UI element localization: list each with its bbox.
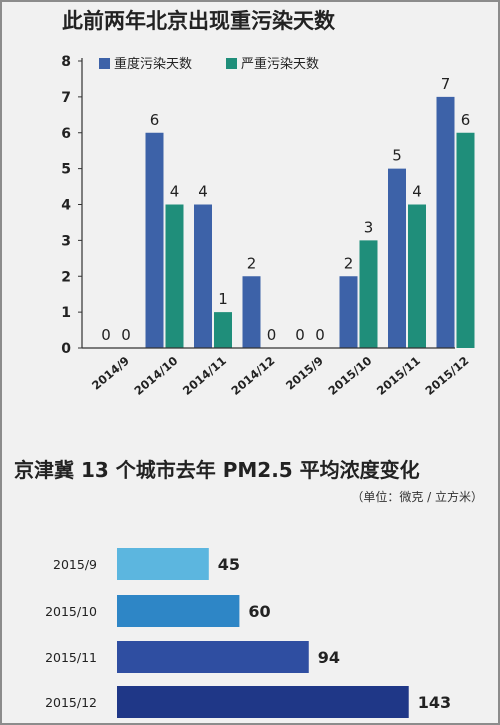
chart2-unit-note: （单位：微克 / 立方米） xyxy=(351,489,483,504)
data-label-heavy: 0 xyxy=(101,326,111,344)
x-tick-label: 2014/11 xyxy=(180,354,229,398)
data-label-severe: 4 xyxy=(412,183,422,201)
chart1-y-axis: 0 1 2 3 4 5 6 7 8 xyxy=(61,54,83,357)
bar-severe-2015-12 xyxy=(456,132,475,348)
y-tick-label: 5 xyxy=(61,162,71,178)
pm-value-label: 94 xyxy=(318,648,340,667)
data-label-severe: 0 xyxy=(315,326,325,344)
data-label-severe: 0 xyxy=(267,326,277,344)
bar-severe-2014-10 xyxy=(165,204,184,348)
chart1-x-axis: 2014/9 2014/10 2014/11 2014/12 2015/9 2015/10… xyxy=(82,347,471,398)
bar-heavy-2014-12 xyxy=(242,276,261,348)
data-label-severe: 4 xyxy=(170,183,180,201)
bar-heavy-2014-10 xyxy=(145,132,164,348)
x-tick-label: 2015/11 xyxy=(374,354,423,398)
data-label-heavy: 5 xyxy=(392,147,402,165)
x-tick-label: 2014/12 xyxy=(228,354,277,398)
pm-category-label: 2015/9 xyxy=(53,557,97,572)
bar-severe-2015-11 xyxy=(408,204,426,348)
data-label-heavy: 2 xyxy=(344,254,354,272)
y-tick-label: 0 xyxy=(61,341,71,357)
x-tick-label: 2014/9 xyxy=(89,354,132,393)
pm-category-label: 2015/12 xyxy=(45,695,97,710)
pm-bar-2015-12 xyxy=(117,686,409,718)
pm-category-label: 2015/10 xyxy=(45,604,97,619)
x-tick-label: 2015/10 xyxy=(325,354,374,398)
chart2-title: 京津冀 13 个城市去年 PM2.5 平均浓度变化 xyxy=(14,458,420,482)
data-label-severe: 1 xyxy=(218,290,228,308)
x-tick-label: 2014/10 xyxy=(131,354,180,398)
pm-value-label: 143 xyxy=(418,693,451,712)
legend-swatch-heavy xyxy=(99,58,110,69)
chart2-bars: 2015/9 45 2015/10 60 2015/11 94 2015/12 143 xyxy=(45,548,451,718)
data-label-heavy: 4 xyxy=(198,183,208,201)
y-tick-label: 7 xyxy=(61,90,71,106)
data-label-severe: 3 xyxy=(364,218,374,236)
y-tick-label: 6 xyxy=(61,126,71,142)
y-tick-label: 4 xyxy=(61,198,71,214)
y-tick-label: 2 xyxy=(61,269,71,285)
legend-label-severe: 严重污染天数 xyxy=(241,56,319,72)
chart1-title: 此前两年北京出现重污染天数 xyxy=(62,9,336,33)
data-label-heavy: 6 xyxy=(150,111,160,129)
bar-heavy-2015-10 xyxy=(339,276,358,348)
bar-heavy-2015-12 xyxy=(436,96,455,348)
data-label-severe: 0 xyxy=(121,326,131,344)
pm-bar-2015-10 xyxy=(117,595,240,627)
x-tick-label: 2015/12 xyxy=(422,354,471,398)
bar-heavy-2014-11 xyxy=(194,204,212,348)
pm-bar-2015-9 xyxy=(117,548,209,580)
legend-label-heavy: 重度污染天数 xyxy=(114,56,192,72)
bar-severe-2014-11 xyxy=(214,312,232,348)
data-label-heavy: 7 xyxy=(441,75,451,93)
legend-swatch-severe xyxy=(226,58,237,69)
pm-bar-2015-11 xyxy=(117,641,309,673)
bar-severe-2015-10 xyxy=(359,240,378,348)
pm-value-label: 45 xyxy=(218,555,240,574)
y-tick-label: 8 xyxy=(61,54,71,70)
data-label-heavy: 2 xyxy=(247,254,257,272)
y-tick-label: 3 xyxy=(61,233,71,249)
y-tick-label: 1 xyxy=(61,305,71,321)
bar-heavy-2015-11 xyxy=(388,168,406,348)
pm-value-label: 60 xyxy=(248,602,270,621)
chart1-legend: 重度污染天数 严重污染天数 xyxy=(99,56,319,72)
pm-category-label: 2015/11 xyxy=(45,650,97,665)
data-label-heavy: 0 xyxy=(295,326,305,344)
x-tick-label: 2015/9 xyxy=(283,354,326,393)
data-label-severe: 6 xyxy=(461,111,471,129)
